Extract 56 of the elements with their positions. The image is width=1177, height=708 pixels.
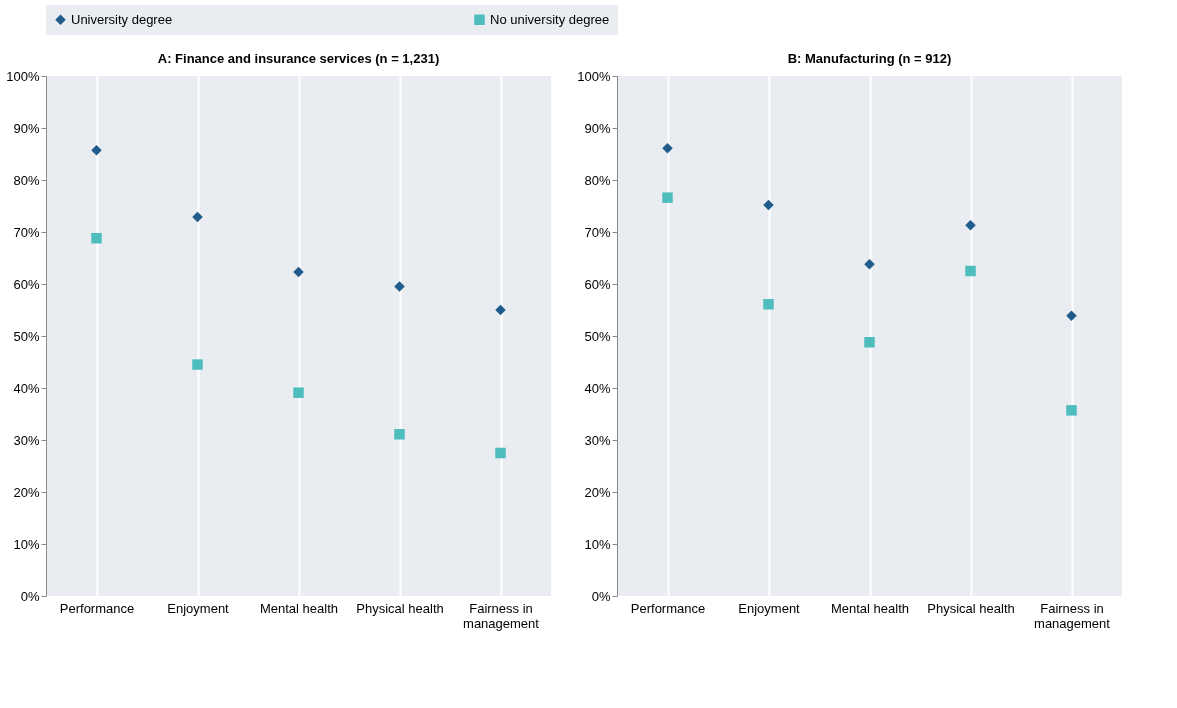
x-tick-label: Fairness in management bbox=[463, 600, 540, 631]
y-tick-label: 50% bbox=[13, 328, 40, 344]
y-tick-label: 0% bbox=[591, 588, 611, 604]
point bbox=[965, 220, 976, 231]
y-tick-label: 90% bbox=[584, 120, 611, 136]
y-tick-label: 80% bbox=[13, 172, 40, 188]
legend-label: University degree bbox=[71, 11, 173, 27]
y-tick-label: 40% bbox=[584, 380, 611, 396]
x-tick-label: Physical health bbox=[927, 600, 1015, 616]
point bbox=[495, 447, 506, 459]
y-tick-label: 50% bbox=[584, 328, 611, 344]
y-tick-label: 10% bbox=[584, 536, 611, 552]
point bbox=[91, 145, 102, 156]
point bbox=[864, 259, 875, 270]
point bbox=[394, 281, 405, 292]
x-tick-label: Enjoyment bbox=[738, 600, 801, 616]
x-tick-label: Performance bbox=[630, 600, 706, 616]
y-tick-label: 100% bbox=[577, 68, 611, 84]
point bbox=[394, 429, 405, 440]
chart-title: A: Finance and insurance services (n = 1,231) bbox=[157, 51, 440, 66]
point bbox=[965, 265, 976, 277]
y-tick-label: 100% bbox=[6, 68, 40, 84]
x-tick-label: Physical health bbox=[356, 600, 444, 616]
point bbox=[864, 337, 875, 348]
y-tick-label: 40% bbox=[13, 380, 40, 396]
y-tick-label: 30% bbox=[13, 432, 40, 448]
y-tick-label: 20% bbox=[584, 484, 611, 500]
point bbox=[192, 359, 203, 370]
point bbox=[293, 387, 304, 398]
y-tick-label: 60% bbox=[13, 276, 40, 292]
x-tick-label: Enjoyment bbox=[167, 600, 230, 616]
point bbox=[763, 299, 774, 310]
x-tick-label: Mental health bbox=[259, 600, 339, 616]
point bbox=[662, 192, 673, 203]
y-tick-label: 70% bbox=[13, 224, 40, 240]
point bbox=[293, 266, 304, 278]
point bbox=[91, 233, 102, 244]
y-tick-label: 80% bbox=[584, 172, 611, 188]
x-tick-label: Mental health bbox=[830, 600, 910, 616]
y-tick-label: 60% bbox=[584, 276, 611, 292]
y-tick-label: 70% bbox=[584, 224, 611, 240]
y-tick-label: 0% bbox=[20, 588, 40, 604]
point bbox=[1066, 310, 1077, 321]
legend-label: No university degree bbox=[490, 11, 610, 27]
y-tick-label: 20% bbox=[13, 484, 40, 500]
y-tick-label: 30% bbox=[584, 432, 611, 448]
point bbox=[662, 143, 673, 154]
point bbox=[192, 211, 203, 223]
x-tick-label: Performance bbox=[59, 600, 135, 616]
point bbox=[763, 199, 774, 211]
y-tick-label: 10% bbox=[13, 536, 40, 552]
point bbox=[1066, 405, 1077, 416]
y-tick-label: 90% bbox=[13, 120, 40, 136]
x-tick-label: Fairness in management bbox=[1034, 600, 1111, 631]
chart-title: B: Manufacturing (n = 912) bbox=[787, 51, 952, 66]
point bbox=[495, 304, 506, 316]
